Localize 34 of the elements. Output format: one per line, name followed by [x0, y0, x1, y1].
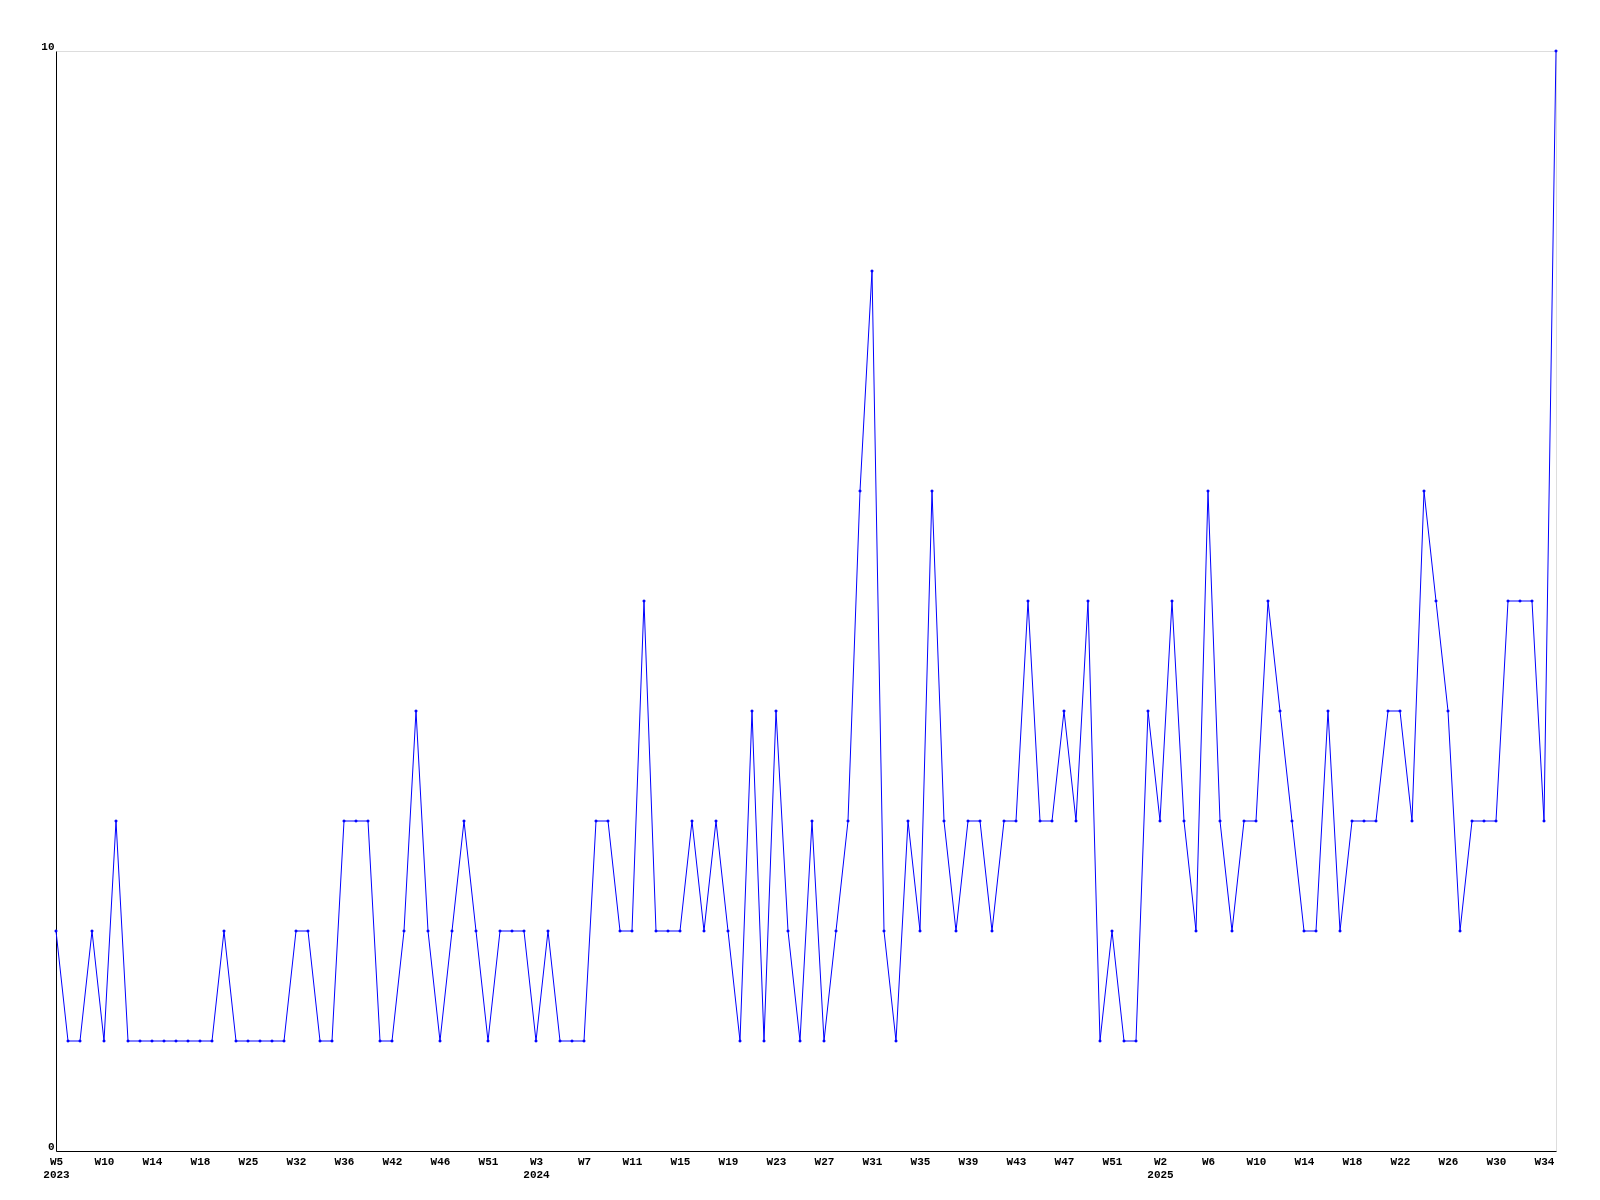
- x-tick-label: W7: [577, 1155, 592, 1168]
- x-tick-label: W27: [814, 1155, 835, 1168]
- x-tick-label: W14: [1294, 1155, 1315, 1168]
- x-tick-label: W22: [1390, 1155, 1411, 1168]
- x-tick-label: W10: [1246, 1155, 1267, 1168]
- x-tick-label: W46: [430, 1155, 451, 1168]
- x-tick-label: W19: [718, 1155, 739, 1168]
- y-tick-label: 0: [47, 1140, 55, 1153]
- x-tick-label: W51: [478, 1155, 499, 1168]
- x-tick-label: W23: [766, 1155, 787, 1168]
- x-tick-label: W3 2024: [523, 1155, 551, 1181]
- x-tick-label: W18: [1342, 1155, 1363, 1168]
- x-tick-label: W47: [1054, 1155, 1075, 1168]
- x-tick-label: W32: [286, 1155, 307, 1168]
- x-tick-label: W14: [142, 1155, 163, 1168]
- x-tick-label: W2 2025: [1147, 1155, 1175, 1181]
- x-tick-label: W51: [1102, 1155, 1123, 1168]
- x-tick-label: W10: [94, 1155, 115, 1168]
- x-tick-label: W11: [622, 1155, 643, 1168]
- x-tick-label: W34: [1534, 1155, 1555, 1168]
- x-tick-label: W26: [1438, 1155, 1459, 1168]
- x-tick-label: W5 2023: [43, 1155, 71, 1181]
- x-tick-label: W25: [238, 1155, 259, 1168]
- y-tick-label: 10: [41, 40, 55, 53]
- x-tick-label: W18: [190, 1155, 211, 1168]
- x-tick-label: W35: [910, 1155, 931, 1168]
- x-tick-label: W43: [1006, 1155, 1027, 1168]
- x-tick-label: W42: [382, 1155, 403, 1168]
- x-tick-label: W30: [1486, 1155, 1507, 1168]
- x-tick-label: W6: [1201, 1155, 1216, 1168]
- x-tick-label: W36: [334, 1155, 355, 1168]
- x-tick-label: W39: [958, 1155, 979, 1168]
- x-tick-label: W15: [670, 1155, 691, 1168]
- x-tick-label: W31: [862, 1155, 883, 1168]
